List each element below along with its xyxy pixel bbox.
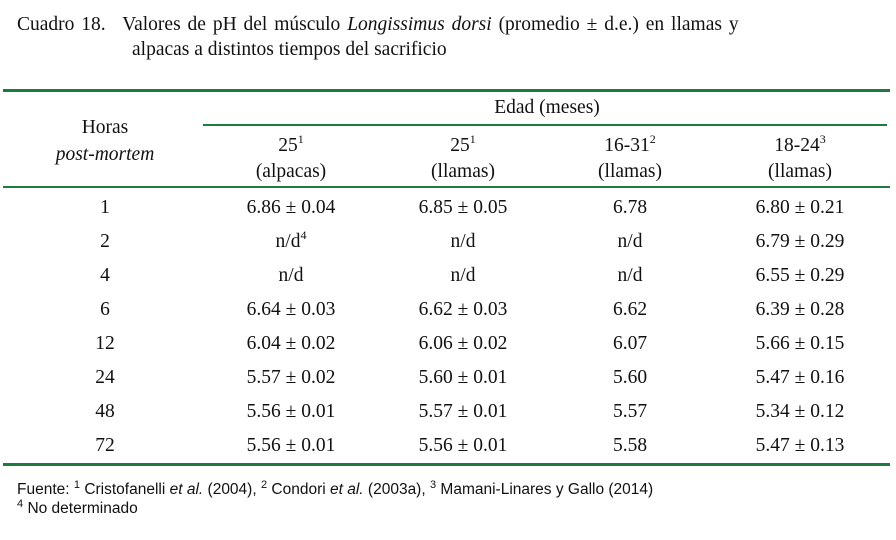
table-cell-value: 6.79 ± 0.29 [755,231,845,252]
column-header-species: (llamas) [768,161,832,182]
table-cell-hours: 1 [100,197,110,218]
table-cell-value: n/d4 [275,228,307,252]
footnote-sources: Fuente: 1 Cristofanelli et al. (2004), 2… [17,479,654,499]
column-header-species: (llamas) [598,161,662,182]
table-cell-value: 5.56 ± 0.01 [246,401,336,422]
table-cell-value: 5.56 ± 0.01 [246,435,336,456]
table-cell-value: 6.55 ± 0.29 [755,265,845,286]
table-cell-value: 5.60 [612,367,648,388]
table-cell-hours: 72 [95,435,115,456]
table-cell-value: 6.39 ± 0.28 [755,299,845,320]
table-cell-value: n/d [278,265,304,286]
table-cell-value: 5.34 ± 0.12 [755,401,845,422]
table-cell-hours: 48 [95,401,115,422]
caption-line-2: alpacas a distintos tiempos del sacrific… [132,39,447,60]
column-header-species: (llamas) [431,161,495,182]
table-cell-value: 6.78 [612,197,648,218]
column-header-age: 16-312 [604,132,656,156]
column-header-age: 18-243 [774,132,826,156]
table-cell-value: 5.47 ± 0.16 [755,367,845,388]
table-cell-value: 6.06 ± 0.02 [418,333,508,354]
table-cell-value: n/d [617,265,643,286]
table-cell-value: 6.04 ± 0.02 [246,333,336,354]
table-cell-value: n/d [450,265,476,286]
table-cell-value: 6.85 ± 0.05 [418,197,508,218]
table-cell-hours: 6 [100,299,110,320]
table-cell-value: n/d [450,231,476,252]
footnote-not-determined: 4 No determinado [17,498,138,518]
row-header-label-2: post-mortem [55,144,155,165]
caption-text-post: (promedio ± d.e.) en llamas y [498,14,739,35]
table-cell-value: 5.47 ± 0.13 [755,435,845,456]
table-cell-value: 6.62 [612,299,648,320]
column-header-age: 251 [278,132,304,156]
table-cell-value: n/d [617,231,643,252]
table-cell-value: 6.62 ± 0.03 [418,299,508,320]
table-cell-hours: 4 [100,265,110,286]
table-cell-hours: 24 [95,367,115,388]
column-header-species: (alpacas) [255,161,327,182]
table-cell-hours: 2 [100,231,110,252]
header-bottom-rule [3,186,890,188]
table-cell-value: 6.07 [612,333,648,354]
table-top-rule [3,89,890,92]
table-cell-value: 5.56 ± 0.01 [418,435,508,456]
table-cell-value: 6.86 ± 0.04 [246,197,336,218]
table-bottom-rule [3,463,890,466]
row-header-label-1: Horas [81,117,129,138]
table-cell-hours: 12 [95,333,115,354]
age-group-rule [203,124,887,126]
age-group-header: Edad (meses) [494,97,600,118]
table-cell-value: 5.58 [612,435,648,456]
caption-line-1: Cuadro 18. Valores de pH del músculo Lon… [17,12,889,37]
table-cell-value: 6.80 ± 0.21 [755,197,845,218]
table-cell-value: 6.64 ± 0.03 [246,299,336,320]
table-cell-value: 5.57 [612,401,648,422]
table-cell-value: 5.60 ± 0.01 [418,367,508,388]
caption-muscle-name: Longissimus dorsi [347,14,492,35]
caption-label: Cuadro 18. [17,14,106,35]
table-cell-value: 5.57 ± 0.01 [418,401,508,422]
column-header-age: 251 [450,132,476,156]
table-cell-value: 5.57 ± 0.02 [246,367,336,388]
table-caption: Cuadro 18. Valores de pH del músculo Lon… [17,12,889,62]
table-cell-value: 5.66 ± 0.15 [755,333,845,354]
caption-text-pre: Valores de pH del músculo [122,14,341,35]
